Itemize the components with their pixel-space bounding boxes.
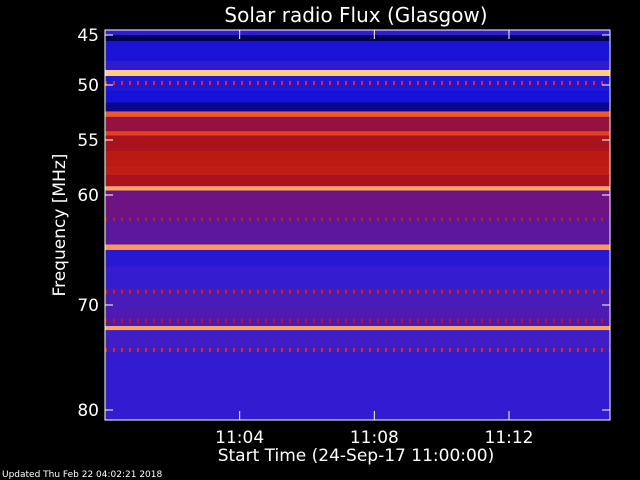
spectrum-band xyxy=(105,35,610,41)
spectrum-band xyxy=(105,102,610,112)
spectrum-band xyxy=(105,135,610,151)
spectrum-band xyxy=(105,131,610,136)
y-tick-label: 70 xyxy=(77,296,99,316)
y-tick-label: 80 xyxy=(77,401,99,421)
spectrum-band xyxy=(105,151,610,166)
spectrum-band xyxy=(105,165,610,176)
plot-frame xyxy=(104,29,611,421)
x-axis-label: Start Time (24-Sep-17 11:00:00) xyxy=(218,446,495,466)
spectrum-band xyxy=(105,352,610,410)
spectrum-band xyxy=(105,41,610,61)
spectrum-band xyxy=(105,250,610,267)
y-tick-label: 60 xyxy=(77,186,99,206)
spectrum-band xyxy=(105,288,610,308)
spectrum-band xyxy=(105,111,610,117)
spectrogram-plot xyxy=(105,30,610,420)
updated-timestamp: Updated Thu Feb 22 04:02:21 2018 xyxy=(2,470,163,480)
x-axis: 11:04 11:08 11:12 xyxy=(215,30,534,448)
spectrum-band xyxy=(105,70,610,76)
spectrum-band xyxy=(105,76,610,91)
chart-title: Solar radio Flux (Glasgow) xyxy=(224,3,487,27)
y-tick-label: 45 xyxy=(77,26,99,46)
y-tick-label: 55 xyxy=(77,131,99,151)
x-tick-label: 11:08 xyxy=(350,428,399,448)
y-tick-label: 50 xyxy=(77,76,99,96)
spectrum-band xyxy=(105,90,610,103)
spectrum-band xyxy=(105,175,610,187)
spectrum-band xyxy=(105,61,610,70)
spectrum-band xyxy=(105,330,610,353)
x-tick-label: 11:04 xyxy=(215,428,264,448)
spectrum-band xyxy=(105,116,610,132)
spectrum-band xyxy=(105,326,610,331)
y-axis-label: Frequency [MHz] xyxy=(50,154,70,297)
spectrum-band xyxy=(105,266,610,289)
x-tick-label: 11:12 xyxy=(485,428,534,448)
spectrum-band xyxy=(105,186,610,191)
spectrum-band xyxy=(105,217,610,245)
spectrum-band xyxy=(105,307,610,326)
y-axis: 45 50 55 60 70 80 xyxy=(77,26,610,421)
spectrum-band xyxy=(105,190,610,217)
spectrum-band xyxy=(105,244,610,250)
